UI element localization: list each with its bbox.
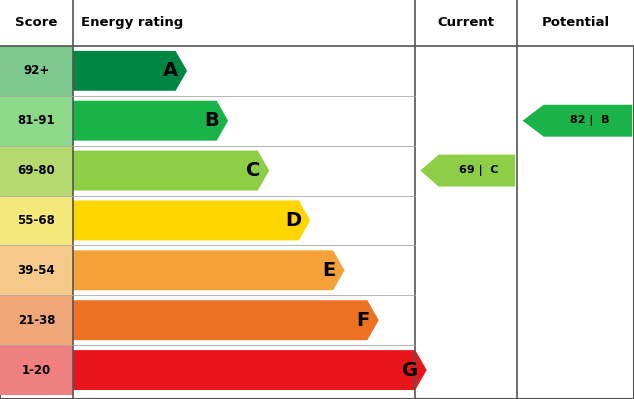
Text: 21-38: 21-38 <box>18 314 55 327</box>
Polygon shape <box>73 150 269 191</box>
Polygon shape <box>73 300 378 340</box>
Bar <box>0 146 73 196</box>
Bar <box>0 0 634 46</box>
Polygon shape <box>73 101 228 141</box>
Text: 69-80: 69-80 <box>18 164 55 177</box>
Bar <box>0 295 73 345</box>
Bar <box>0 46 73 96</box>
Bar <box>0 196 73 245</box>
Text: B: B <box>205 111 219 130</box>
Text: 1-20: 1-20 <box>22 363 51 377</box>
Text: A: A <box>163 61 178 80</box>
Polygon shape <box>522 105 632 137</box>
Text: 82 |  B: 82 | B <box>571 115 610 126</box>
Text: 69 |  C: 69 | C <box>459 165 498 176</box>
Text: E: E <box>323 261 335 280</box>
Text: 81-91: 81-91 <box>18 114 55 127</box>
Text: Current: Current <box>437 16 495 30</box>
Text: G: G <box>402 361 418 379</box>
Text: C: C <box>246 161 261 180</box>
Text: 55-68: 55-68 <box>18 214 55 227</box>
Polygon shape <box>73 201 310 240</box>
Bar <box>0 345 73 395</box>
Polygon shape <box>73 51 187 91</box>
Bar <box>0 245 73 295</box>
Bar <box>0 96 73 146</box>
Polygon shape <box>420 154 515 187</box>
Polygon shape <box>73 251 344 290</box>
Polygon shape <box>73 350 427 390</box>
Text: F: F <box>357 311 370 330</box>
Text: Energy rating: Energy rating <box>81 16 183 30</box>
Text: 92+: 92+ <box>23 64 49 77</box>
Text: Score: Score <box>15 16 58 30</box>
Text: Potential: Potential <box>541 16 609 30</box>
Text: 39-54: 39-54 <box>18 264 55 277</box>
Text: D: D <box>285 211 301 230</box>
